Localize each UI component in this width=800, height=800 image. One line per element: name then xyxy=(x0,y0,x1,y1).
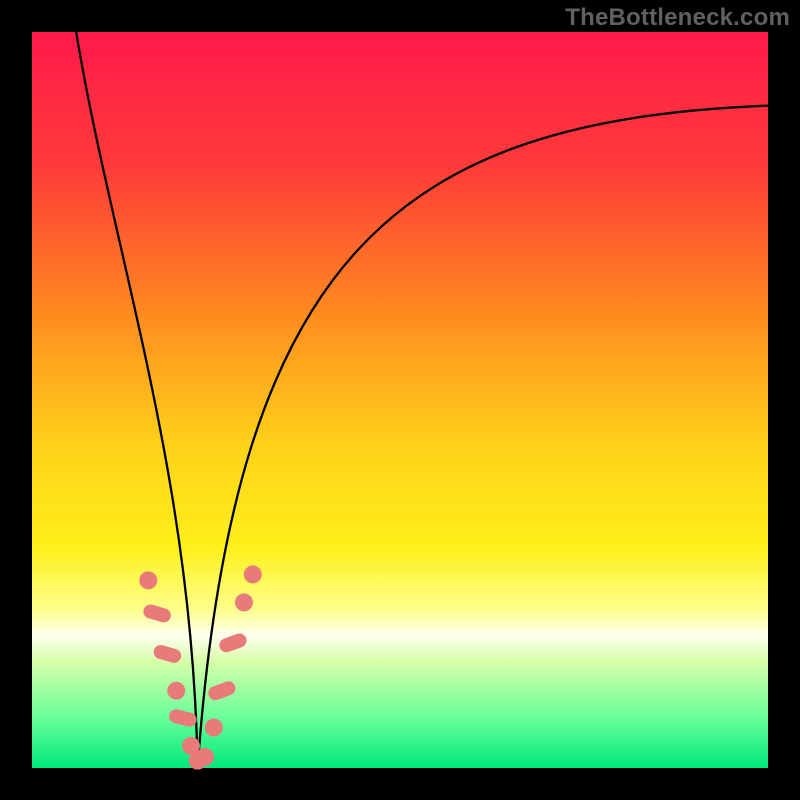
data-marker xyxy=(205,719,223,737)
watermark-text: TheBottleneck.com xyxy=(565,4,790,32)
chart-svg xyxy=(0,0,800,800)
data-marker xyxy=(139,571,157,589)
data-marker xyxy=(167,682,185,700)
data-marker xyxy=(235,593,253,611)
chart-container: TheBottleneck.com xyxy=(0,0,800,800)
data-marker xyxy=(244,565,262,583)
plot-background-gradient xyxy=(32,32,768,768)
data-marker xyxy=(196,748,214,766)
